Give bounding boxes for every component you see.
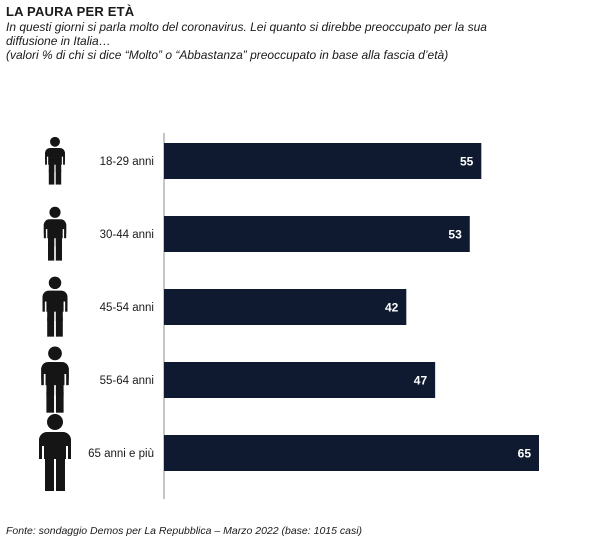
person-icon	[39, 414, 71, 491]
category-label: 18-29 anni	[100, 156, 154, 168]
chart-title: LA PAURA PER ETÀ	[6, 4, 135, 19]
subtitle-line: (valori % di chi si dice “Molto” o “Abba…	[6, 48, 449, 62]
person-icon	[41, 346, 69, 413]
bar-value-label: 65	[518, 447, 532, 461]
bar-value-label: 55	[460, 155, 474, 169]
bar	[164, 362, 436, 398]
chart-subtitle: In questi giorni si parla molto del coro…	[6, 20, 566, 62]
category-label: 30-44 anni	[100, 229, 154, 241]
bar	[164, 289, 407, 325]
category-label: 55-64 anni	[100, 375, 154, 387]
person-icon	[45, 136, 65, 185]
bar	[164, 435, 539, 471]
bar-value-label: 42	[385, 301, 399, 315]
category-label: 45-54 anni	[100, 302, 154, 314]
bar	[164, 216, 470, 252]
bar	[164, 143, 482, 179]
subtitle-line: In questi giorni si parla molto del coro…	[6, 20, 487, 34]
subtitle-line: diffusione in Italia…	[6, 34, 111, 48]
source-note: Fonte: sondaggio Demos per La Repubblica…	[6, 525, 363, 537]
bar-value-label: 47	[414, 374, 428, 388]
person-icon	[43, 206, 67, 261]
bar-value-label: 53	[448, 228, 462, 242]
category-label: 65 anni e più	[88, 448, 154, 460]
person-icon	[42, 276, 68, 337]
